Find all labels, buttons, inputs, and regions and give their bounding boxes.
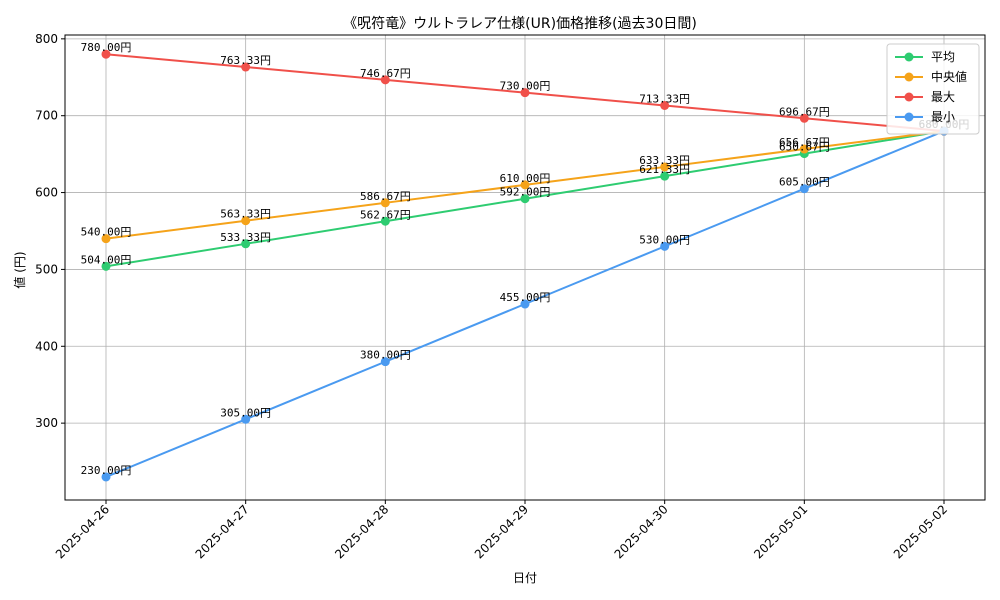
- data-point: [101, 234, 111, 244]
- data-point: [799, 144, 809, 154]
- data-point: [660, 171, 670, 181]
- y-tick-label: 300: [35, 416, 58, 430]
- y-axis-title: 値 (円): [12, 251, 27, 288]
- legend-item: 平均: [895, 50, 955, 64]
- legend-item: 最大: [895, 90, 955, 104]
- data-label: 586.67円: [360, 190, 411, 203]
- data-label: 605.00円: [779, 176, 830, 189]
- x-axis-title: 日付: [513, 571, 537, 585]
- x-tick-label: 2025-05-02: [891, 502, 950, 561]
- y-tick-label: 600: [35, 186, 58, 200]
- data-point: [241, 414, 251, 424]
- data-label: 610.00円: [500, 172, 551, 185]
- x-tick-label: 2025-04-29: [472, 502, 531, 561]
- data-point: [380, 75, 390, 85]
- data-point: [101, 472, 111, 482]
- series-中央値: [101, 126, 949, 244]
- x-tick-label: 2025-05-01: [751, 502, 810, 561]
- y-tick-label: 400: [35, 339, 58, 353]
- data-point: [380, 357, 390, 367]
- data-point: [799, 184, 809, 194]
- x-axis: 2025-04-26 2025-04-27 2025-04-28 2025-04-29…: [53, 500, 950, 561]
- data-label: 540.00円: [81, 226, 132, 239]
- data-label: 563.33円: [220, 208, 271, 221]
- data-label: 780.00円: [81, 41, 132, 54]
- data-point: [799, 113, 809, 123]
- legend-item: 最小: [895, 110, 955, 124]
- data-label: 533.33円: [220, 231, 271, 244]
- y-tick-label: 700: [35, 109, 58, 123]
- y-tick-label: 800: [35, 32, 58, 46]
- data-point: [380, 216, 390, 226]
- data-point: [660, 100, 670, 110]
- data-label: 730.00円: [500, 80, 551, 93]
- data-point: [101, 49, 111, 59]
- x-tick-label: 2025-04-26: [53, 502, 112, 561]
- data-label: 763.33円: [220, 54, 271, 67]
- legend-label: 最大: [931, 90, 955, 104]
- data-label: 713.33円: [639, 92, 690, 105]
- data-point: [101, 261, 111, 271]
- data-label: 305.00円: [220, 406, 271, 419]
- data-label: 230.00円: [81, 464, 132, 477]
- data-point: [660, 162, 670, 172]
- legend-marker: [904, 52, 914, 62]
- data-label: 650.67円: [779, 141, 830, 154]
- data-point: [241, 62, 251, 72]
- legend-marker: [904, 112, 914, 122]
- data-label: 455.00円: [500, 291, 551, 304]
- y-tick-label: 500: [35, 262, 58, 276]
- data-point: [241, 239, 251, 249]
- data-label: 562.67円: [360, 208, 411, 221]
- legend-marker: [904, 72, 914, 82]
- grid-lines: [65, 35, 985, 500]
- data-label: 746.67円: [360, 67, 411, 80]
- data-label: 530.00円: [639, 233, 690, 246]
- legend-label: 平均: [931, 50, 955, 64]
- data-point: [520, 180, 530, 190]
- data-point: [520, 299, 530, 309]
- x-tick-label: 2025-04-28: [332, 502, 391, 561]
- data-label: 633.33円: [639, 154, 690, 167]
- legend-box: [886, 43, 980, 135]
- x-tick-label: 2025-04-27: [193, 502, 252, 561]
- y-axis: 300 400 500 600 700 800: [35, 32, 65, 430]
- legend-label: 最小: [931, 110, 955, 124]
- chart-title: 《呪符竜》ウルトラレア仕様(UR)価格推移(過去30日間): [343, 15, 697, 32]
- data-point: [520, 194, 530, 204]
- x-tick-label: 2025-04-30: [612, 502, 671, 561]
- legend-label: 中央値: [931, 69, 967, 84]
- data-label: 504.00円: [81, 253, 132, 266]
- data-label: 592.00円: [500, 186, 551, 199]
- legend-item: 中央値: [895, 69, 967, 84]
- data-point: [660, 241, 670, 251]
- legend-marker: [904, 92, 914, 102]
- data-label: 656.67円: [779, 136, 830, 149]
- data-point: [241, 216, 251, 226]
- data-point: [520, 88, 530, 98]
- data-point: [380, 198, 390, 208]
- data-label: 380.00円: [360, 349, 411, 362]
- data-label: 696.67円: [779, 105, 830, 118]
- data-label: 621.33円: [639, 163, 690, 176]
